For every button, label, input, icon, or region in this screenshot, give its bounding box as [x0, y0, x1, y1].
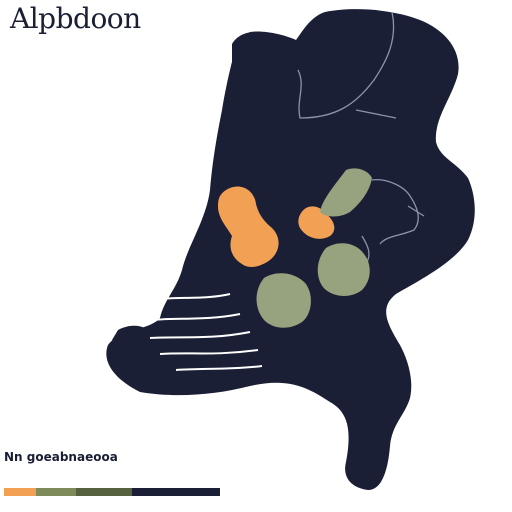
- legend-color-bar: [4, 488, 220, 496]
- island-shape: [268, 109, 302, 147]
- region-green-center[interactable]: [317, 243, 370, 296]
- coastal-island: [112, 325, 152, 345]
- delta-waterways: [139, 293, 263, 371]
- region-green-north[interactable]: [320, 168, 372, 217]
- map-title: Alpbdoon: [10, 2, 141, 35]
- legend-label: Nn goeabnaeooa: [4, 450, 118, 464]
- legend-segment-orange: [4, 488, 36, 496]
- legend-segment-navy: [132, 488, 220, 496]
- north-holland-peninsula: [231, 32, 272, 93]
- coastal-island: [128, 370, 196, 389]
- region-orange-west[interactable]: [218, 186, 279, 267]
- country-landmass: [106, 9, 475, 491]
- legend-segment-darkgreen: [76, 488, 132, 496]
- legend-segment-olive: [36, 488, 76, 496]
- coastal-island: [118, 346, 178, 365]
- region-green-south[interactable]: [256, 273, 311, 328]
